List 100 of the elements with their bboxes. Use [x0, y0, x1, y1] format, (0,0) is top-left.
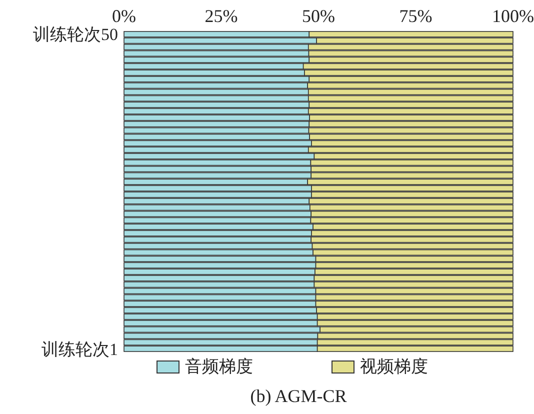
bar: [312, 249, 514, 256]
bar: [314, 153, 514, 160]
text: (b) AGM-CR: [250, 386, 347, 406]
legend-label: 音频梯度: [185, 357, 253, 376]
bar: [124, 198, 310, 204]
bar: [316, 307, 514, 314]
bar: [124, 127, 310, 134]
bar: [124, 63, 304, 70]
x-tick-label: 100%: [492, 6, 534, 26]
bar: [124, 172, 312, 179]
bar: [315, 300, 514, 307]
bar: [320, 326, 514, 333]
bar: [310, 172, 514, 179]
bar: [124, 178, 308, 185]
bar: [310, 204, 514, 211]
bar: [316, 320, 514, 326]
bar: [308, 108, 514, 114]
bar: [124, 346, 318, 352]
x-tick-label: 0%: [112, 6, 136, 26]
bar: [124, 320, 318, 326]
bar: [124, 166, 312, 172]
x-tick-label: 75%: [399, 6, 432, 26]
bar: [124, 56, 310, 64]
bar: [316, 346, 514, 352]
bar: [314, 281, 514, 288]
bar: [312, 242, 514, 250]
bar: [124, 230, 312, 236]
bar: [124, 288, 316, 294]
bar: [308, 76, 514, 82]
bar: [124, 185, 312, 192]
bar: [124, 300, 316, 307]
bar: [308, 102, 514, 108]
bar: [308, 31, 514, 38]
bar: [308, 56, 514, 64]
bar: [124, 332, 318, 340]
bar: [124, 204, 310, 211]
y-tick-label: 训练轮次50: [33, 25, 118, 44]
bar: [124, 192, 312, 198]
legend-label: 视频梯度: [360, 357, 428, 376]
bar: [311, 230, 514, 236]
bar: [124, 102, 310, 108]
bar: [124, 210, 312, 218]
bar: [124, 249, 314, 256]
bar: [124, 120, 310, 128]
bar: [310, 217, 514, 224]
bar: [124, 140, 312, 146]
bar: [124, 82, 308, 89]
bar: [315, 262, 514, 268]
x-tick-label: 25%: [204, 6, 238, 26]
bar: [310, 210, 514, 218]
bar: [317, 332, 514, 340]
bar: [314, 268, 514, 275]
bar: [124, 217, 312, 224]
bar: [124, 256, 316, 262]
bar: [308, 50, 514, 57]
bar: [316, 314, 514, 320]
bar: [124, 38, 317, 44]
bar: [124, 50, 310, 57]
bar: [124, 134, 310, 140]
bar: [311, 140, 514, 146]
bar: [124, 146, 309, 153]
y-tick-label: 训练轮次1: [42, 340, 118, 359]
x-tick-label: 50%: [302, 6, 335, 26]
bar: [310, 166, 514, 172]
bar: [124, 281, 315, 288]
bar: [124, 159, 312, 166]
bar: [124, 153, 315, 160]
bar: [304, 70, 514, 76]
bar: [315, 288, 514, 294]
bar: [124, 262, 316, 268]
bar: [124, 224, 314, 230]
bar: [308, 198, 514, 204]
bar: [316, 38, 514, 44]
bar: [309, 134, 514, 140]
bar: [124, 108, 309, 114]
bar: [124, 268, 316, 275]
bar: [316, 339, 514, 346]
bar: [124, 31, 310, 38]
bar: [302, 63, 514, 70]
bar: [124, 275, 315, 282]
bar: [124, 326, 320, 333]
bar: [307, 178, 514, 185]
bar: [315, 256, 514, 262]
bar: [124, 88, 309, 96]
bar: [124, 307, 317, 314]
bar: [124, 76, 310, 82]
bar: [307, 82, 514, 89]
bar: [308, 88, 514, 96]
bar: [311, 192, 514, 198]
bar: [315, 294, 514, 301]
bar: [124, 339, 318, 346]
bar: [308, 127, 514, 134]
bar: [124, 242, 313, 250]
bar: [308, 120, 514, 128]
bar: [308, 95, 514, 102]
bar: [124, 114, 310, 121]
bar: [308, 146, 514, 153]
bar: [124, 294, 316, 301]
bar: [309, 114, 514, 121]
bar: [312, 224, 514, 230]
